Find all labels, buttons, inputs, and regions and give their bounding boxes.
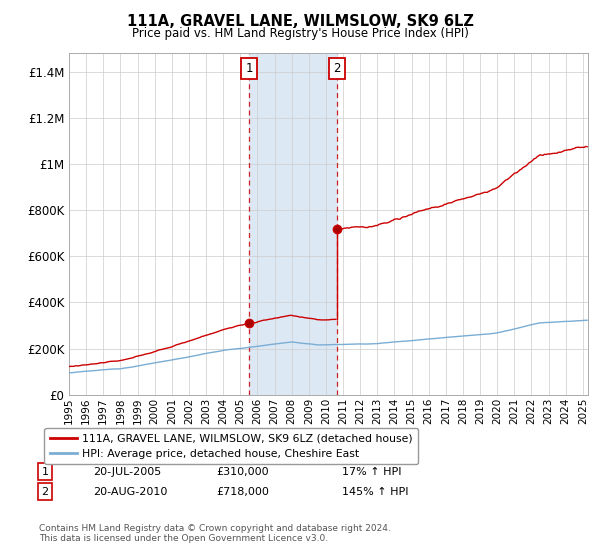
Text: 1: 1 (41, 466, 49, 477)
Legend: 111A, GRAVEL LANE, WILMSLOW, SK9 6LZ (detached house), HPI: Average price, detac: 111A, GRAVEL LANE, WILMSLOW, SK9 6LZ (de… (44, 428, 418, 464)
Text: 1: 1 (245, 62, 253, 75)
Text: 2: 2 (333, 62, 340, 75)
Text: Price paid vs. HM Land Registry's House Price Index (HPI): Price paid vs. HM Land Registry's House … (131, 27, 469, 40)
Text: 20-AUG-2010: 20-AUG-2010 (93, 487, 167, 497)
Bar (250, 53, 337, 395)
Text: 17% ↑ HPI: 17% ↑ HPI (342, 466, 401, 477)
Text: £310,000: £310,000 (216, 466, 269, 477)
Text: £718,000: £718,000 (216, 487, 269, 497)
Text: 2: 2 (41, 487, 49, 497)
Text: 20-JUL-2005: 20-JUL-2005 (93, 466, 161, 477)
Text: Contains HM Land Registry data © Crown copyright and database right 2024.
This d: Contains HM Land Registry data © Crown c… (39, 524, 391, 543)
Text: 145% ↑ HPI: 145% ↑ HPI (342, 487, 409, 497)
Text: 111A, GRAVEL LANE, WILMSLOW, SK9 6LZ: 111A, GRAVEL LANE, WILMSLOW, SK9 6LZ (127, 14, 473, 29)
